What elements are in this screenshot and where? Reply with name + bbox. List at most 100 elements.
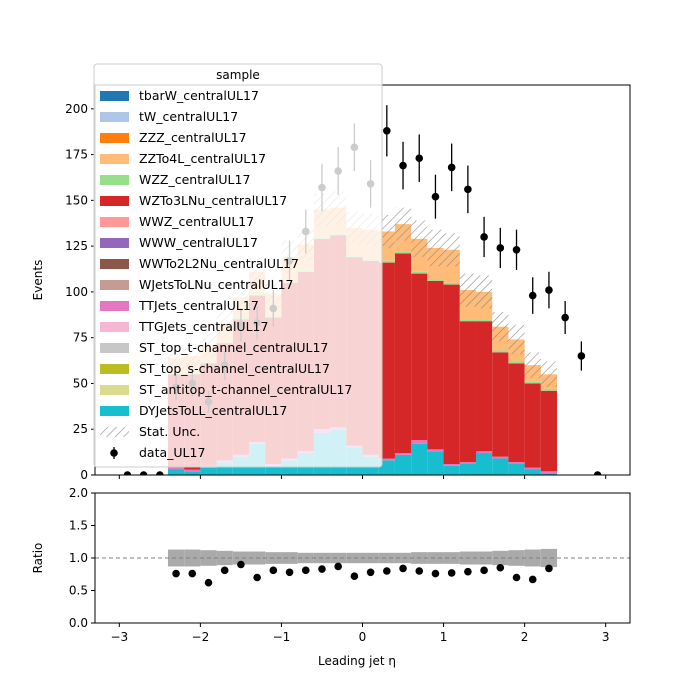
legend-label: ST_top_s-channel_centralUL17 (139, 361, 330, 376)
ratio-point (399, 564, 407, 573)
legend-swatch (100, 427, 129, 437)
stack-bin (508, 363, 525, 463)
stack-bin (492, 350, 509, 353)
x-tick-label: −2 (192, 630, 210, 644)
y-tick-label: 25 (73, 422, 88, 436)
data-point (577, 341, 586, 371)
stack-bin (524, 467, 541, 470)
stack-bin (492, 458, 509, 475)
legend-swatch (100, 322, 129, 332)
stat-unc-bin (394, 207, 412, 241)
stat-unc-bin (443, 233, 460, 267)
legend-title: sample (216, 68, 260, 82)
legend-label: ST_antitop_t-channel_centralUL17 (139, 382, 352, 397)
stack-bin (508, 464, 525, 475)
legend-swatch (100, 343, 129, 353)
ratio-point (318, 565, 326, 573)
data-point (545, 271, 553, 309)
main-y-axis-label: Events (31, 260, 45, 301)
x-tick-label: −1 (273, 630, 291, 644)
stat-unc-bin (459, 273, 476, 307)
stat-unc-bin (378, 215, 395, 248)
ratio-unc-bin (492, 550, 509, 566)
x-tick-label: −3 (110, 630, 128, 644)
ratio-unc-band (167, 548, 558, 568)
stack-bin (411, 271, 428, 274)
y-tick-label: 50 (73, 376, 88, 390)
legend-entry: Stat. Unc. (100, 424, 200, 439)
ratio-point (480, 566, 488, 575)
legend-marker (110, 449, 118, 457)
y-tick-label: 0 (80, 468, 88, 482)
legend-swatch (100, 406, 129, 416)
legend-entry: TTGJets_centralUL17 (100, 319, 268, 334)
x-tick-label: 1 (440, 630, 448, 644)
stack-bin (427, 451, 444, 475)
stat-unc-bin (508, 324, 525, 355)
ratio-y-axis-label: Ratio (31, 543, 45, 574)
stack-bin (265, 465, 282, 475)
x-tick-label: 3 (602, 630, 610, 644)
legend-entry: tW_centralUL17 (100, 109, 238, 124)
stack-bin (475, 453, 493, 475)
data-point (399, 141, 407, 190)
legend-label: WZTo3LNu_centralUL17 (139, 193, 287, 208)
stack-bin (378, 262, 395, 459)
stack-bin (492, 456, 509, 459)
legend-entry: WWZ_centralUL17 (100, 214, 254, 229)
legend-entry: TTJets_centralUL17 (100, 298, 259, 313)
ratio-point (366, 568, 375, 577)
ratio-point (447, 569, 456, 577)
ratio-point (528, 575, 537, 584)
ratio-panel: 0.0 0.5 1.0 1.5 2.0 −3 −2 −1 0 1 2 3 Ratio Leading… (31, 486, 631, 668)
stack-bin (508, 361, 525, 364)
legend-entry: ZZTo4L_centralUL17 (100, 151, 266, 166)
ratio-unc-bin (427, 552, 444, 564)
legend-swatch (100, 196, 129, 206)
stack-bin (540, 390, 558, 472)
stack-bin (394, 453, 412, 455)
stack-bin (443, 464, 460, 466)
x-tick-label: 0 (359, 630, 367, 644)
data-point (528, 277, 537, 314)
ratio-unc-bin (378, 552, 395, 564)
data-point (512, 229, 521, 270)
y-tick-label: 1.5 (69, 519, 88, 533)
y-tick-label: 200 (65, 102, 88, 116)
data-point (123, 471, 132, 475)
legend-swatch (100, 301, 129, 311)
legend-label: TTGJets_centralUL17 (138, 319, 268, 334)
stack-bin (524, 383, 541, 468)
x-axis-label: Leading jet η (318, 654, 396, 668)
ratio-point (188, 569, 197, 578)
ratio-point (464, 567, 472, 576)
ratio-point (220, 566, 229, 575)
main-x-ticks (118, 475, 607, 479)
stack-bin (475, 321, 493, 452)
ratio-point (301, 566, 310, 575)
legend-label: WWTo2L2Nu_centralUL17 (139, 256, 299, 271)
stack-bin (508, 462, 525, 465)
stack-bin (443, 465, 460, 475)
data-point (593, 471, 602, 475)
legend-swatch (100, 217, 129, 227)
stack-bin (427, 449, 444, 452)
ratio-point (431, 569, 440, 578)
ratio-point (415, 567, 424, 575)
legend-label: WJetsToLNu_centralUL17 (139, 277, 293, 292)
legend-label: WZZ_centralUL17 (139, 172, 250, 187)
stack-bin (459, 464, 476, 475)
stack-bin (459, 462, 476, 465)
data-point (156, 471, 164, 475)
legend-swatch (100, 133, 129, 143)
legend-label: ZZTo4L_centralUL17 (139, 151, 266, 166)
data-point (447, 143, 456, 192)
legend-swatch (100, 364, 129, 374)
y-tick-label: 100 (65, 285, 88, 299)
stack-bin (540, 388, 558, 391)
data-point (431, 174, 440, 219)
ratio-unc-bin (330, 552, 347, 564)
ratio-point (512, 573, 521, 582)
legend-label: DYJetsToLL_centralUL17 (139, 403, 287, 418)
